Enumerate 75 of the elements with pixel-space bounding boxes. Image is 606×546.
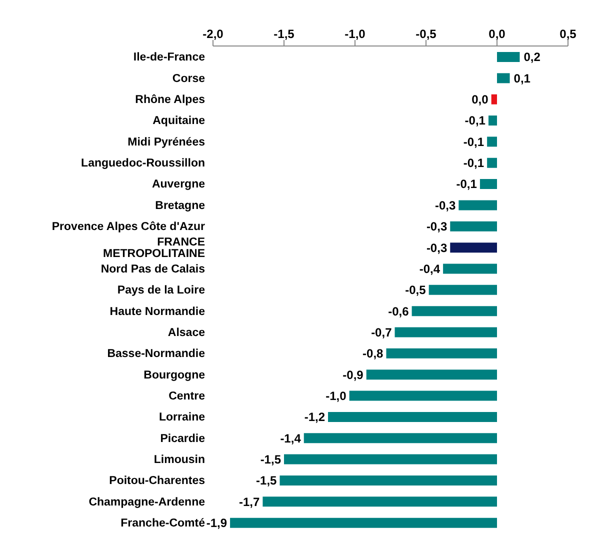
bar [304, 433, 497, 444]
bar [280, 475, 497, 486]
data-label: -0,7 [371, 325, 392, 340]
x-tick-label: -1,5 [274, 27, 295, 41]
bar [497, 52, 520, 62]
bar [394, 327, 497, 338]
data-label: -1,0 [326, 388, 347, 403]
data-label: -0,1 [463, 134, 484, 149]
x-tick-label: -1,0 [344, 27, 366, 41]
y-tick-label: Languedoc-Roussillon [81, 158, 205, 170]
bar [428, 284, 497, 295]
y-tick-label: Poitou-Charentes [109, 475, 205, 488]
bar [488, 116, 497, 126]
data-label: 0,0 [472, 92, 489, 107]
data-label: -0,3 [426, 240, 448, 255]
y-tick-label: Limousin [154, 454, 205, 466]
bar [450, 221, 497, 232]
y-tick-label: FRANCE METROPOLITAINE [102, 236, 206, 260]
data-label: -1,9 [206, 516, 228, 530]
data-label: -1,7 [239, 494, 260, 509]
bar [487, 136, 497, 147]
data-label: -1,5 [260, 452, 282, 467]
bar [491, 94, 497, 104]
bar [458, 200, 497, 210]
bar [443, 264, 497, 274]
x-tick-label: -2,0 [202, 27, 224, 41]
data-label: -1,2 [304, 410, 326, 424]
y-tick-label: Aquitaine [152, 115, 205, 128]
data-label: 0,2 [524, 50, 541, 64]
data-label: -0,9 [342, 368, 364, 382]
bar [230, 518, 497, 528]
y-tick-label: Alsace [168, 326, 205, 339]
y-tick-label: Champagne-Ardenne [88, 496, 205, 508]
y-tick-label: Nord Pas de Calais [100, 263, 205, 276]
x-tick-label: -0,5 [416, 27, 437, 41]
data-label: -0,1 [456, 177, 478, 192]
bar [412, 306, 497, 316]
bar [328, 412, 497, 422]
data-label: -0,3 [426, 220, 448, 234]
bar [262, 496, 497, 507]
y-tick-label: Rhône Alpes [135, 94, 205, 106]
data-label: -0,5 [405, 283, 426, 298]
data-label: -1,4 [280, 431, 302, 446]
y-tick-label: Auvergne [152, 178, 205, 191]
data-label: -0,1 [463, 156, 484, 170]
bar [349, 390, 497, 401]
data-label: -0,1 [464, 114, 486, 128]
bar [497, 73, 510, 84]
bar [284, 454, 497, 464]
bar [487, 158, 497, 168]
y-tick-label: Midi Pyrénées [128, 136, 205, 148]
data-label: 0,1 [514, 71, 531, 86]
data-label: -1,5 [256, 474, 278, 488]
bar [450, 242, 497, 253]
y-tick-label: Provence Alpes Côte d'Azur [52, 221, 206, 234]
x-tick-label: 0,0 [488, 27, 506, 41]
y-tick-label: Haute Normandie [110, 306, 205, 318]
y-tick-label: Basse-Normandie [107, 348, 205, 360]
bar [386, 348, 497, 358]
bar [480, 179, 497, 190]
data-label: -0,4 [419, 262, 440, 276]
x-tick-label: 0,5 [560, 27, 577, 41]
data-label: -0,8 [362, 346, 384, 361]
data-label: -0,3 [434, 198, 456, 212]
y-tick-label: Centre [168, 390, 205, 402]
y-tick-label: Picardie [160, 432, 205, 445]
y-tick-label: Pays de la Loire [117, 284, 205, 297]
y-tick-label: Bretagne [155, 200, 205, 212]
y-tick-label: Franche-Comté [120, 517, 205, 530]
bar [366, 370, 497, 380]
y-tick-label: Bourgogne [144, 369, 205, 382]
data-label: -0,6 [388, 304, 410, 318]
y-tick-label: Lorraine [158, 412, 205, 424]
y-tick-label: Ile-de-France [133, 52, 205, 64]
y-tick-label: Corse [172, 72, 205, 85]
